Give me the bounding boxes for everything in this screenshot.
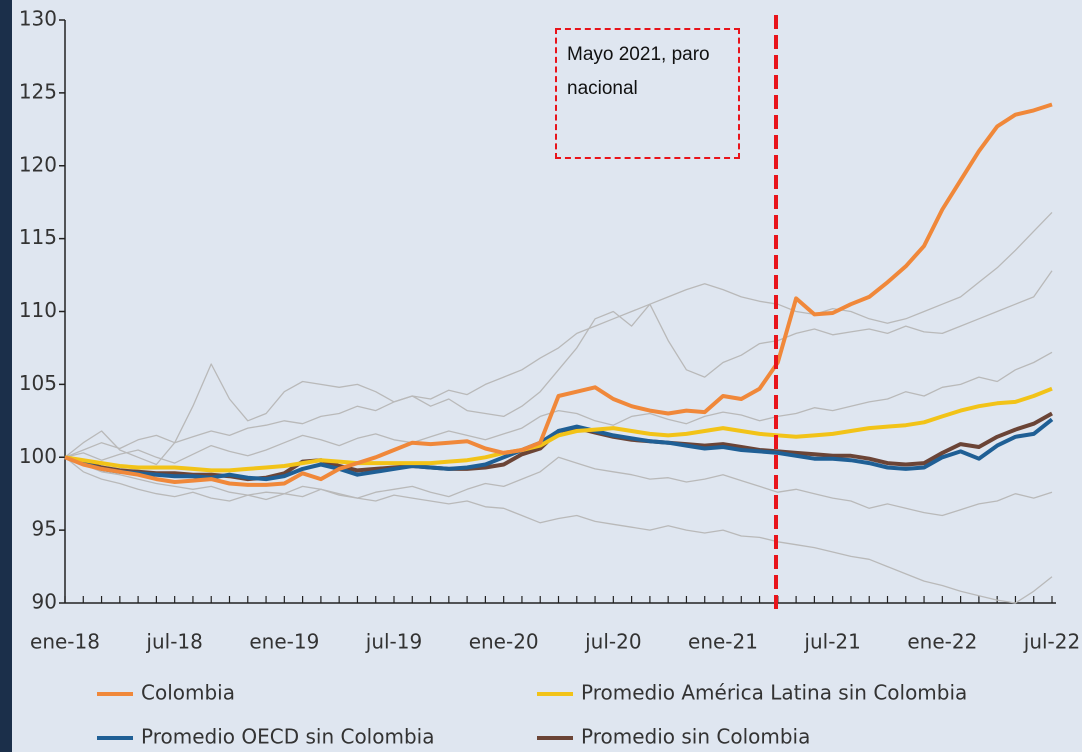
y-tick-label: 120 [19,152,57,176]
legend-label: Promedio sin Colombia [581,725,810,749]
y-tick-label: 130 [19,7,57,31]
x-tick-label: ene-20 [469,630,539,654]
y-tick-label: 125 [19,79,57,103]
y-tick-label: 110 [19,298,57,322]
x-tick-label: jul-18 [145,630,202,654]
legend-label: Promedio OECD sin Colombia [141,725,434,749]
y-tick-label: 100 [19,444,57,468]
side-strip [0,0,12,752]
line [64,102,1053,487]
line [64,270,1053,466]
x-tick-label: ene-19 [249,630,319,654]
y-tick-label: 95 [32,517,57,541]
x-tick-label: ene-21 [688,630,758,654]
x-tick-label: jul-22 [1023,630,1080,654]
legend-label: Promedio América Latina sin Colombia [581,681,967,705]
x-tick-label: jul-20 [584,630,641,654]
legend-label: Colombia [141,681,235,705]
line [64,456,1053,517]
x-tick-label: jul-21 [803,630,860,654]
y-tick-label: 105 [19,371,57,395]
line [64,456,1053,604]
line [64,211,1053,458]
legend: Colombia Promedio América Latina sin Colo… [97,681,967,749]
line [64,351,1053,464]
annotation: Mayo 2021, paro nacional [555,28,740,159]
x-tick-label: ene-22 [907,630,977,654]
x-tick-label: jul-19 [365,630,422,654]
line [64,417,1054,482]
y-tick-label: 90 [32,590,57,614]
y-tick-label: 115 [19,225,57,249]
x-tick-label: ene-18 [30,630,100,654]
line [64,386,1053,473]
